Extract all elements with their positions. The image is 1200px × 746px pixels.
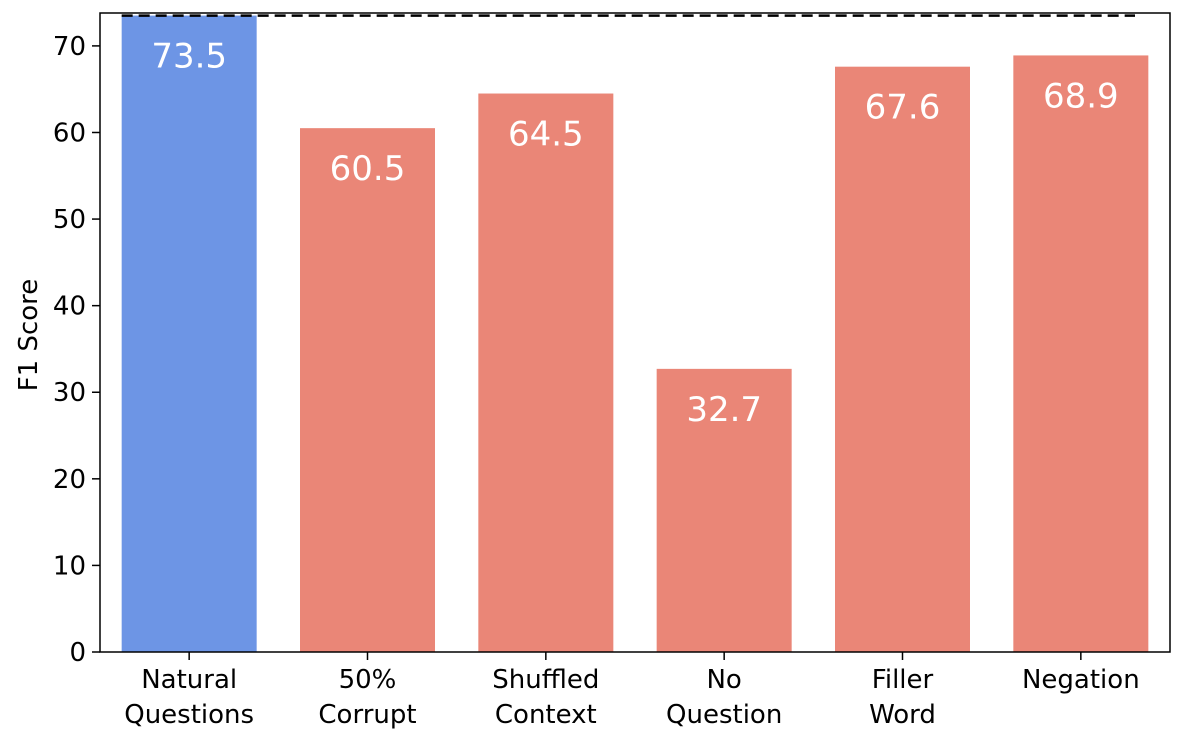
value-label-5: 68.9 <box>1043 76 1119 116</box>
bar-2 <box>478 93 614 652</box>
y-tick-label-5: 50 <box>53 205 86 235</box>
y-tick-label-3: 30 <box>53 378 86 408</box>
x-ticks-group: Natural Questions 50% Corrupt Shuffled Contex… <box>124 652 1140 730</box>
x-tick-label-4: Filler Word <box>869 665 936 730</box>
value-label-3: 32.7 <box>686 390 762 430</box>
x-tick-label-2: Shuffled Context <box>492 665 599 730</box>
value-labels-group: 73.5 60.5 64.5 32.7 67.6 68.9 <box>151 37 1118 430</box>
y-axis-label: F1 Score <box>14 279 44 392</box>
bar-5 <box>1013 55 1149 653</box>
plot-frame <box>99 12 1171 653</box>
bars-group <box>121 15 1149 653</box>
y-tick-label-7: 70 <box>53 32 86 62</box>
y-tick-label-6: 60 <box>53 118 86 148</box>
x-tick-label-5: Negation <box>1022 665 1140 695</box>
y-tick-label-0: 0 <box>69 638 86 668</box>
bar-3 <box>656 368 792 652</box>
x-tick-label-1: 50% Corrupt <box>318 665 416 730</box>
value-label-0: 73.5 <box>151 37 227 77</box>
value-label-1: 60.5 <box>330 149 406 189</box>
x-tick-label-0: Natural Questions <box>124 665 254 730</box>
bar-1 <box>300 128 435 652</box>
y-tick-label-1: 10 <box>53 551 86 581</box>
x-tick-label-3: No Question <box>666 665 782 730</box>
axes-group <box>99 12 1171 653</box>
bar-0 <box>121 15 257 653</box>
y-ticks-group: 0 10 20 30 40 50 60 70 <box>53 32 100 668</box>
value-label-2: 64.5 <box>508 115 584 155</box>
y-tick-label-4: 40 <box>53 292 86 322</box>
bar-4 <box>835 66 970 653</box>
y-tick-label-2: 20 <box>53 465 86 495</box>
value-label-4: 67.6 <box>865 88 941 128</box>
